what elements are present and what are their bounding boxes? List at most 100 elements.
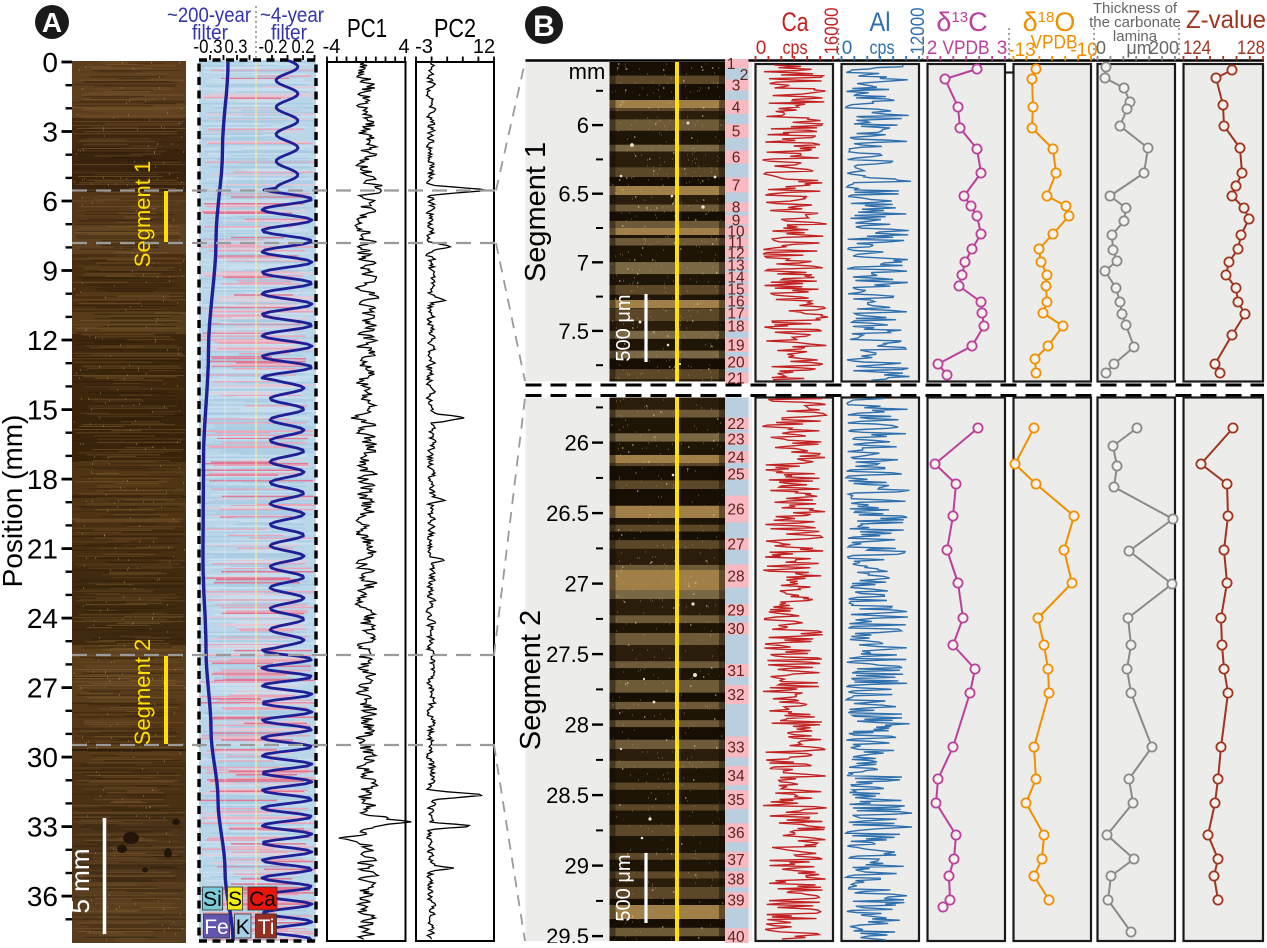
svg-text:μm: μm <box>1126 38 1151 58</box>
svg-text:6: 6 <box>42 186 58 217</box>
svg-text:38: 38 <box>727 872 744 889</box>
svg-text:39: 39 <box>727 893 744 910</box>
svg-text:14: 14 <box>727 270 745 287</box>
svg-text:17: 17 <box>727 306 744 323</box>
svg-text:0.3: 0.3 <box>225 37 248 58</box>
svg-text:29: 29 <box>565 854 589 879</box>
svg-text:200: 200 <box>1149 38 1179 58</box>
svg-text:27: 27 <box>727 537 744 554</box>
svg-text:22: 22 <box>727 416 744 433</box>
svg-text:12000: 12000 <box>908 8 929 55</box>
svg-text:20: 20 <box>727 355 745 372</box>
svg-text:K: K <box>236 916 250 939</box>
svg-text:27: 27 <box>27 673 58 704</box>
svg-text:Thickness of: Thickness of <box>1093 0 1178 17</box>
svg-text:-0.3: -0.3 <box>194 37 223 58</box>
svg-text:27.5: 27.5 <box>546 642 589 667</box>
svg-text:B: B <box>533 10 555 43</box>
svg-text:-3: -3 <box>415 36 433 58</box>
svg-text:7: 7 <box>577 250 589 275</box>
svg-text:11: 11 <box>728 235 744 252</box>
svg-text:26.5: 26.5 <box>546 501 589 526</box>
svg-text:18: 18 <box>727 319 744 336</box>
svg-text:26: 26 <box>565 431 589 456</box>
svg-text:cps: cps <box>870 38 895 59</box>
svg-text:28: 28 <box>565 713 589 738</box>
svg-text:13: 13 <box>727 258 744 275</box>
svg-text:12: 12 <box>727 246 744 263</box>
svg-text:25: 25 <box>727 467 744 484</box>
svg-text:21: 21 <box>27 534 58 565</box>
svg-text:VPDB: VPDB <box>943 38 990 59</box>
svg-text:27: 27 <box>565 572 589 597</box>
svg-text:3: 3 <box>42 117 58 148</box>
svg-text:26: 26 <box>727 502 744 519</box>
svg-text:Position (mm): Position (mm) <box>0 415 28 588</box>
svg-text:Segment 2: Segment 2 <box>130 639 155 745</box>
svg-text:1: 1 <box>727 56 736 73</box>
svg-text:Fe: Fe <box>204 916 229 939</box>
svg-text:cps: cps <box>783 38 808 59</box>
svg-text:500 μm: 500 μm <box>613 294 635 361</box>
svg-text:filter: filter <box>271 22 307 45</box>
svg-text:Al: Al <box>870 7 891 37</box>
svg-text:2: 2 <box>740 67 749 84</box>
svg-text:37: 37 <box>727 852 744 869</box>
svg-text:the carbonate: the carbonate <box>1089 14 1181 31</box>
svg-text:0: 0 <box>42 47 58 78</box>
svg-text:12: 12 <box>27 325 58 356</box>
svg-text:31: 31 <box>727 663 744 680</box>
svg-text:8: 8 <box>732 200 741 217</box>
svg-text:Ca: Ca <box>782 7 810 37</box>
svg-text:4: 4 <box>732 100 741 117</box>
svg-text:0.2: 0.2 <box>292 37 315 58</box>
svg-text:19: 19 <box>727 338 744 355</box>
svg-text:4: 4 <box>398 36 409 58</box>
svg-text:28.5: 28.5 <box>546 783 589 808</box>
svg-text:Si: Si <box>203 888 222 911</box>
svg-text:16000: 16000 <box>822 8 843 55</box>
svg-text:24: 24 <box>727 450 745 467</box>
svg-text:~200-year: ~200-year <box>167 3 251 27</box>
svg-text:128: 128 <box>1237 38 1265 59</box>
svg-text:33: 33 <box>27 812 58 843</box>
svg-text:28: 28 <box>727 569 744 586</box>
svg-text:Segment 1: Segment 1 <box>520 142 552 282</box>
svg-text:30: 30 <box>27 742 58 773</box>
svg-text:0: 0 <box>842 38 853 59</box>
svg-text:0: 0 <box>756 38 767 59</box>
svg-text:30: 30 <box>727 621 745 638</box>
svg-text:~4-year: ~4-year <box>260 4 324 27</box>
svg-text:36: 36 <box>27 881 58 912</box>
svg-text:9: 9 <box>42 256 58 287</box>
svg-text:6: 6 <box>577 113 589 138</box>
svg-text:15: 15 <box>27 395 58 426</box>
svg-text:Segment 2: Segment 2 <box>515 610 547 750</box>
svg-text:21: 21 <box>727 371 744 388</box>
svg-text:32: 32 <box>727 687 744 704</box>
svg-text:-0.2: -0.2 <box>259 37 288 58</box>
svg-text:3: 3 <box>997 38 1008 59</box>
svg-text:40: 40 <box>727 929 745 943</box>
svg-text:A: A <box>42 7 62 38</box>
svg-text:18: 18 <box>27 464 58 495</box>
svg-text:PC2: PC2 <box>434 13 476 43</box>
svg-text:7: 7 <box>732 178 741 195</box>
svg-text:29.5: 29.5 <box>546 924 589 943</box>
svg-text:24: 24 <box>27 603 58 634</box>
svg-text:Segment 1: Segment 1 <box>130 161 155 267</box>
svg-text:Ca: Ca <box>249 888 276 911</box>
svg-text:S: S <box>228 888 242 911</box>
svg-text:5 mm: 5 mm <box>65 849 95 914</box>
svg-text:2: 2 <box>927 38 938 59</box>
svg-text:10: 10 <box>727 224 745 241</box>
svg-text:PC1: PC1 <box>347 13 387 43</box>
svg-text:6: 6 <box>732 150 741 167</box>
svg-text:36: 36 <box>727 825 744 842</box>
svg-text:mm: mm <box>569 59 606 84</box>
svg-text:Ti: Ti <box>258 916 275 939</box>
svg-text:-13: -13 <box>1008 40 1035 61</box>
svg-text:35: 35 <box>727 792 744 809</box>
svg-text:500 μm: 500 μm <box>613 854 635 921</box>
svg-text:filter: filter <box>192 22 228 45</box>
